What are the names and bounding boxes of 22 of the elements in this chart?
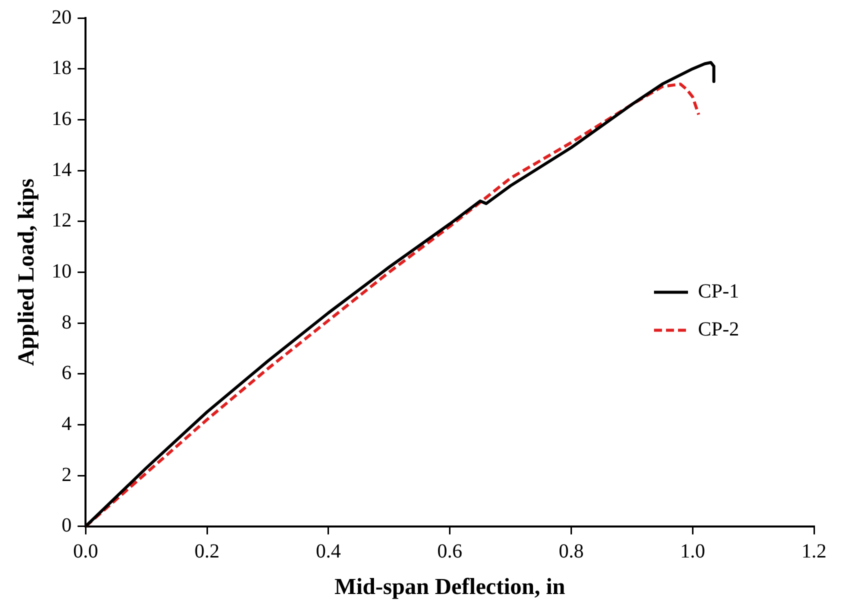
x-tick-label: 0.0 — [73, 540, 98, 563]
y-axis-title: Applied Load, kips — [14, 178, 39, 366]
y-tick-label: 6 — [62, 362, 72, 384]
y-tick-label: 16 — [52, 108, 72, 130]
x-tick-label: 1.0 — [680, 540, 706, 563]
y-tick-label: 2 — [62, 464, 72, 486]
y-tick-label: 4 — [62, 412, 72, 435]
x-tick-label: 0.6 — [437, 540, 462, 563]
x-tick-label: 0.4 — [316, 540, 341, 563]
x-tick-label: 0.2 — [194, 540, 220, 563]
y-tick-label: 20 — [52, 6, 72, 28]
x-tick-label: 1.2 — [802, 540, 826, 563]
y-tick-label: 14 — [52, 158, 72, 181]
legend-label: CP-1 — [698, 280, 740, 302]
y-tick-label: 10 — [52, 260, 72, 282]
y-tick-label: 12 — [52, 210, 72, 232]
x-tick-label: 0.8 — [558, 540, 584, 563]
y-tick-label: 18 — [52, 57, 72, 80]
y-tick-label: 0 — [62, 514, 72, 537]
x-axis-title: Mid-span Deflection, in — [334, 574, 566, 600]
legend-label: CP-2 — [698, 318, 740, 340]
y-tick-label: 8 — [62, 311, 72, 334]
